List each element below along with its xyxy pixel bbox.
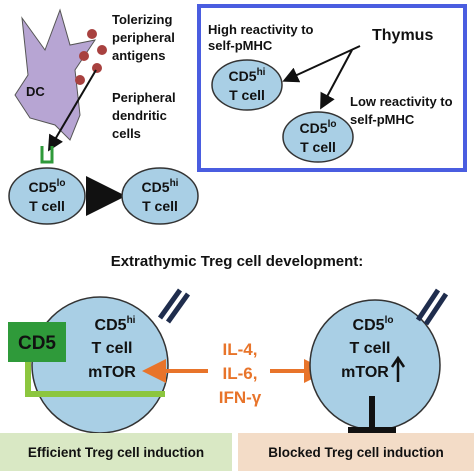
antigen-dots [75,29,107,85]
label: peripheral [112,30,175,45]
receptor [40,146,54,164]
label: antigens [112,48,165,63]
cd5-box [8,322,66,362]
cell-label: CD5lo [353,315,394,334]
cd5-signal [25,360,165,397]
cell-label: T cell [92,340,133,357]
up-arrow [390,355,406,382]
cell-label: mTOR [88,364,136,381]
label: self-pMHC [350,112,415,127]
cytokine: IL-4, [223,340,258,359]
label: Peripheral [112,90,176,105]
thymus-title: Thymus [372,27,433,44]
cell [8,167,86,225]
cell-label: CD5hi [95,315,136,334]
receptor [157,288,191,324]
arrow [282,45,361,83]
cell-label: mTOR [341,364,389,381]
cell-label: T cell [350,340,391,357]
thymus-box [197,4,467,172]
section-title: Extrathymic Treg cell development: [111,253,364,270]
cell-label: CD5lo [29,178,66,195]
cell [121,167,199,225]
cell-label: CD5hi [229,67,266,84]
cytokine: IL-6, [223,364,258,383]
cell-label: T cell [300,139,336,155]
cell-label: T cell [229,87,265,103]
result-box [0,433,232,471]
result-label: Efficient Treg cell induction [28,445,204,460]
label: cells [112,126,141,141]
cell [211,59,283,111]
cell [282,111,354,163]
result-label: Blocked Treg cell induction [268,445,444,460]
inhibition [348,396,396,433]
dendritic-cell [14,8,97,141]
label: Low reactivity to [350,94,453,109]
label: dendritic [112,108,167,123]
cell-label: T cell [29,198,65,214]
arrow [320,49,353,110]
label: self-pMHC [208,38,273,53]
cell-label: CD5lo [300,119,337,136]
cell-label: CD5hi [142,178,179,195]
result-box [238,433,474,471]
label: High reactivity to [208,22,314,37]
cd5-label: CD5 [18,333,56,354]
cell-label: T cell [142,198,178,214]
label: Tolerizing [112,12,172,27]
receptor [415,288,449,326]
label: DC [26,84,45,99]
cytokine: IFN-γ [219,388,262,407]
arrow [47,69,97,152]
